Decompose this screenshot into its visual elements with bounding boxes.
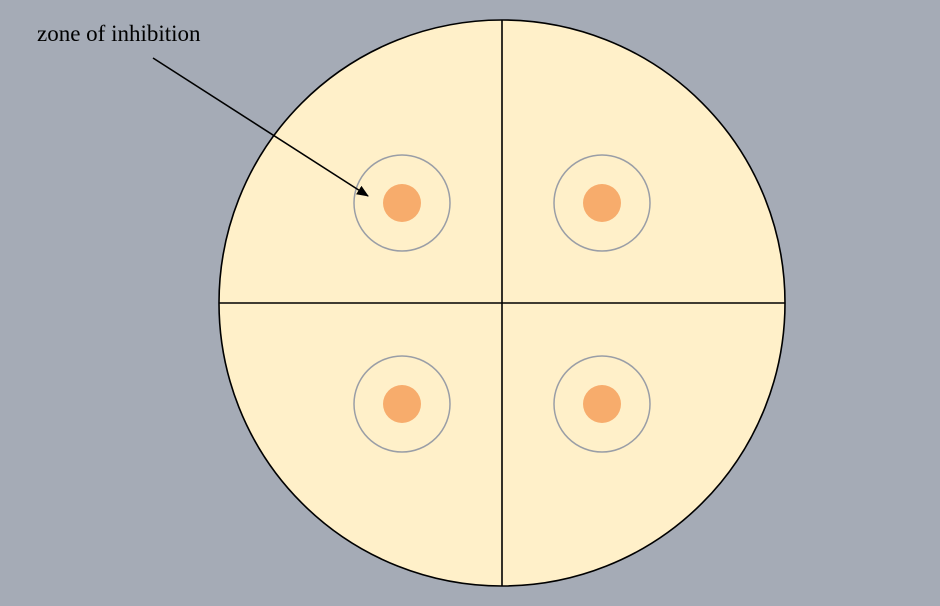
inhibition-zone-ring [553,355,651,453]
antibiotic-disk [583,184,621,222]
inhibition-zone-ring [553,154,651,252]
quadrant-bottom-right [553,355,651,453]
quadrant-top-right [553,154,651,252]
antibiotic-disk [383,385,421,423]
antibiotic-disk [383,184,421,222]
inhibition-zone-ring [353,154,451,252]
quadrant-bottom-left [353,355,451,453]
inhibition-zone-ring [353,355,451,453]
label-pointer-arrow [152,57,369,197]
zone-of-inhibition-label: zone of inhibition [37,21,201,46]
antibiotic-disk [583,385,621,423]
quadrant-top-left [353,154,451,252]
